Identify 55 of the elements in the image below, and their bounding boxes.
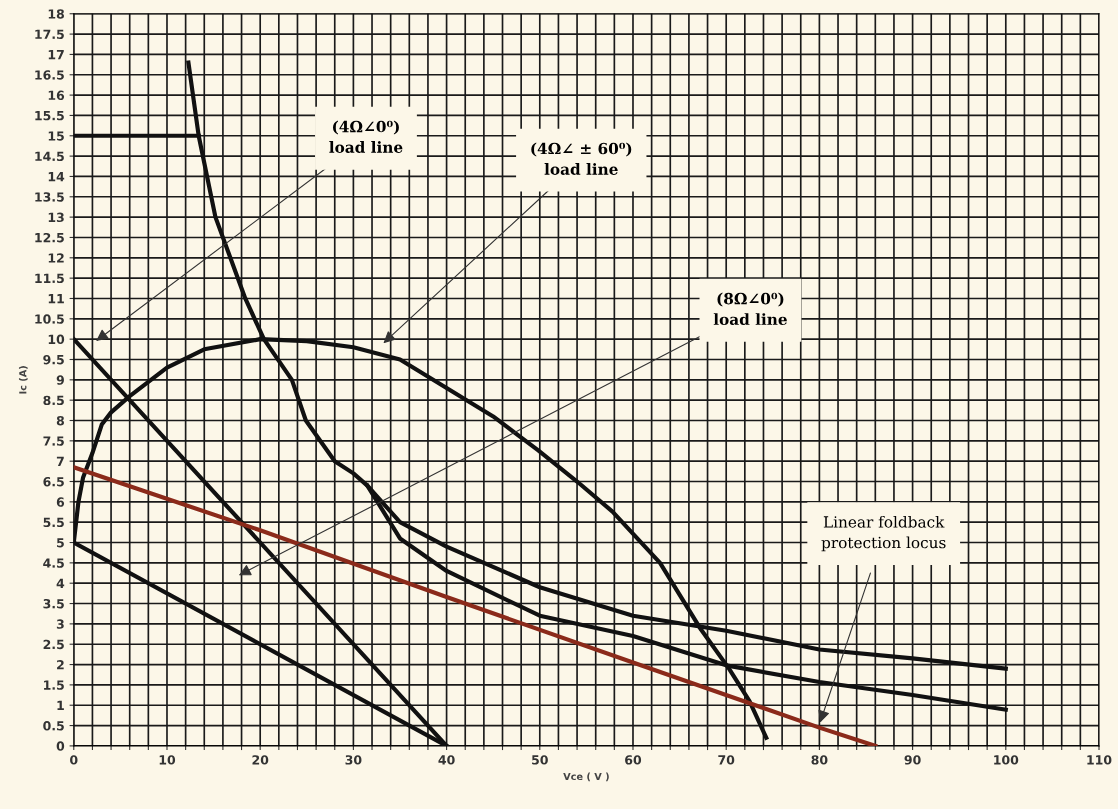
x-tick-label: 30 [345, 755, 362, 765]
x-tick-label: 20 [252, 755, 269, 765]
y-tick-label: 10.5 [35, 314, 64, 324]
y-tick-label: 4.5 [43, 558, 64, 568]
y-tick-label: 17 [48, 50, 64, 60]
annotation: Linear foldback protection locus [821, 515, 946, 552]
y-tick-label: 13.5 [35, 192, 64, 202]
y-tick-label: 10 [48, 334, 65, 345]
y-tick-label: 12.5 [35, 232, 64, 243]
y-tick-label: 6 [56, 497, 65, 507]
y-tick-label: 2.5 [43, 639, 64, 650]
y-tick-label: 14.5 [35, 151, 64, 162]
annotation: (4Ω∠0⁰) load line [329, 120, 403, 153]
x-tick-label: 50 [532, 755, 548, 765]
y-tick-label: 4 [56, 578, 65, 588]
y-tick-label: 6.5 [43, 477, 64, 487]
y-tick-label: 2 [57, 660, 64, 670]
x-tick-label: 80 [811, 755, 828, 765]
x-tick-label: 60 [625, 755, 642, 765]
y-tick-label: 9 [56, 375, 64, 385]
annotation: (8Ω∠0⁰) load line [713, 292, 787, 325]
y-tick-label: 7 [56, 456, 64, 466]
x-tick-label: 0 [70, 755, 78, 765]
x-axis-title: Vce ( V ) [563, 772, 609, 782]
x-tick-label: 110 [1087, 755, 1112, 765]
y-tick-label: 16 [48, 90, 65, 101]
y-tick-label: 15 [48, 131, 64, 141]
y-tick-label: 11.5 [35, 273, 64, 284]
annotation: (4Ω∠ ± 60⁰) load line [531, 142, 632, 175]
y-tick-label: 1 [57, 700, 64, 710]
y-tick-label: 0.5 [43, 721, 64, 731]
y-tick-label: 8.5 [43, 395, 64, 406]
y-tick-label: 8 [56, 415, 64, 426]
y-tick-label: 5 [57, 538, 64, 548]
x-tick-label: 10 [159, 755, 176, 765]
y-tick-label: 5.5 [43, 517, 64, 528]
x-tick-label: 40 [438, 755, 455, 765]
x-tick-label: 100 [994, 755, 1019, 765]
y-tick-label: 18 [48, 9, 64, 19]
y-tick-label: 1.5 [44, 680, 64, 690]
y-tick-label: 3 [56, 619, 64, 629]
y-tick-label: 16.5 [35, 70, 64, 80]
y-tick-label: 11 [48, 294, 64, 304]
y-tick-label: 12 [48, 253, 64, 263]
x-tick-label: 70 [718, 755, 735, 765]
y-tick-label: 7.5 [43, 436, 64, 446]
y-tick-label: 9.5 [43, 354, 64, 365]
y-tick-label: 3.5 [43, 599, 64, 609]
y-tick-label: 15.5 [35, 111, 64, 121]
y-tick-label: 14 [48, 172, 65, 182]
x-tick-label: 90 [904, 755, 921, 765]
y-tick-label: 13 [48, 212, 64, 223]
y-tick-label: 0 [56, 741, 65, 751]
y-tick-label: 17.5 [35, 29, 64, 40]
y-axis-title: Ic (A) [18, 366, 28, 394]
